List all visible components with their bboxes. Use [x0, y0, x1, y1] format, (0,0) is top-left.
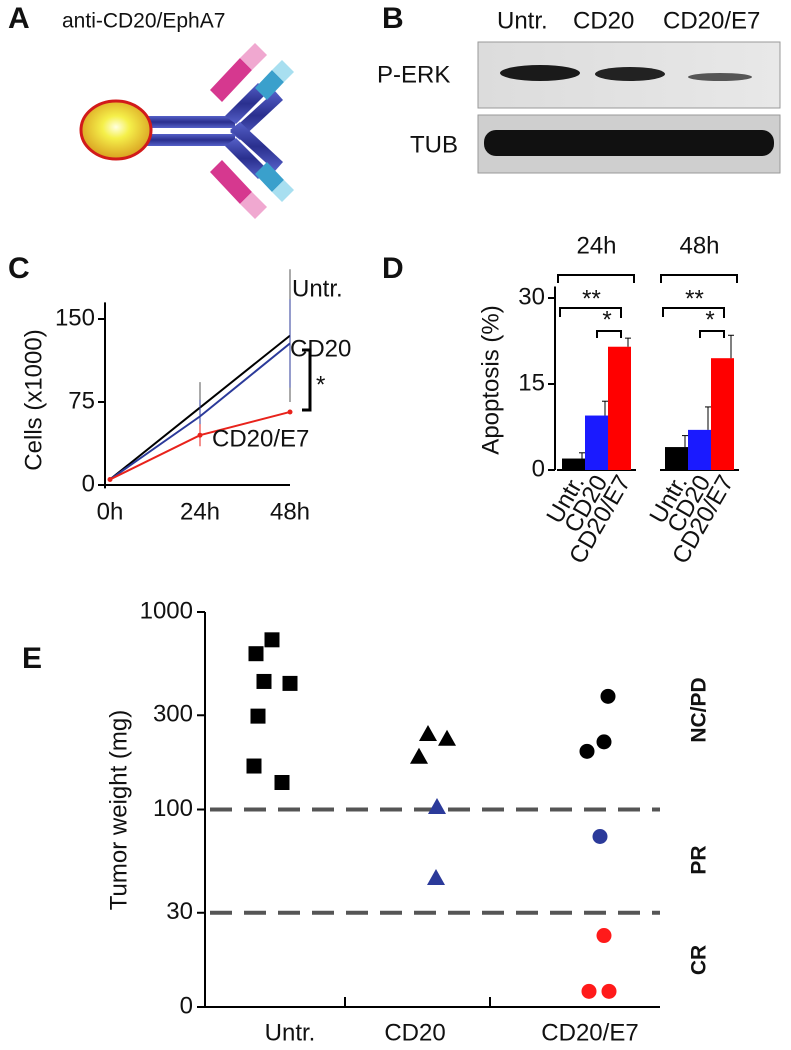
point [256, 673, 272, 689]
y-tick-label: 1000 [140, 597, 193, 624]
point [419, 725, 437, 742]
point [282, 675, 298, 691]
blot-column: CD20 [573, 7, 634, 34]
significance-label: * [705, 306, 714, 333]
bar [562, 458, 585, 470]
series-label: Untr. [292, 275, 343, 302]
x-tick-label: 24h [180, 498, 220, 525]
panel-label: C [8, 252, 30, 285]
y-axis-label: Apoptosis (%) [477, 305, 504, 454]
panel-label: A [8, 2, 30, 35]
significance-bracket [662, 307, 725, 318]
series-label: CD20 [290, 335, 351, 362]
point [274, 774, 290, 790]
significance-bracket [699, 330, 725, 338]
point [250, 708, 266, 724]
point [601, 983, 617, 999]
x-tick-label: 0h [97, 498, 124, 525]
blot-column: CD20/E7 [663, 7, 760, 34]
point [246, 758, 262, 774]
x-tick-label: CD20/E7 [541, 1019, 638, 1046]
significance-label: ** [685, 285, 704, 312]
x-tick-label: CD20 [384, 1019, 445, 1046]
antibody-diagram [79, 43, 294, 219]
panel-label: D [382, 252, 404, 285]
antibody-title: anti-CD20/EphA7 [62, 10, 225, 33]
x-tick-label: 48h [270, 498, 310, 525]
y-tick-label: 30 [518, 283, 545, 310]
zone-label: CR [688, 945, 711, 975]
point [438, 729, 456, 746]
bar [688, 429, 711, 470]
blot-row: P-ERK [377, 61, 450, 88]
y-tick-label: 100 [153, 795, 193, 822]
panel-label: B [382, 2, 404, 35]
bar [585, 415, 608, 470]
point [428, 797, 446, 814]
point [107, 476, 113, 482]
y-tick-label: 150 [55, 304, 95, 331]
y-tick-label: 0 [82, 470, 95, 497]
point [197, 432, 203, 438]
series-label: CD20/E7 [212, 425, 309, 452]
y-tick-label: 15 [518, 369, 545, 396]
significance-bracket [302, 348, 312, 412]
group-bracket [557, 274, 635, 283]
significance-label: * [602, 306, 611, 333]
blot-image [477, 41, 781, 174]
bar [711, 358, 734, 470]
point [248, 646, 264, 662]
blot-row: TUB [410, 131, 458, 158]
point [579, 743, 595, 759]
point [600, 688, 616, 704]
y-tick-label: 75 [68, 387, 95, 414]
point [581, 983, 597, 999]
y-tick-label: 0 [180, 992, 193, 1019]
y-axis-label: Cells (x1000) [20, 329, 47, 470]
significance-bracket [596, 330, 622, 338]
blot-column: Untr. [497, 7, 548, 34]
group-label: 24h [576, 232, 616, 259]
group-label: 48h [679, 232, 719, 259]
panel-label: E [22, 642, 42, 675]
point [427, 868, 445, 885]
significance-label: ** [582, 285, 601, 312]
bar [665, 447, 688, 470]
point [596, 928, 612, 944]
zone-label: PR [688, 845, 711, 874]
y-tick-label: 30 [166, 898, 193, 925]
point [264, 632, 280, 648]
x-tick-label: Untr. [265, 1019, 316, 1046]
zone-label: NC/PD [688, 677, 711, 742]
point [287, 409, 293, 415]
point [596, 734, 612, 750]
point [410, 747, 428, 764]
y-axis-label: Tumor weight (mg) [105, 710, 132, 910]
significance-label: * [316, 371, 325, 398]
point [592, 828, 608, 844]
y-tick-label: 0 [532, 455, 545, 482]
bar [608, 346, 631, 470]
significance-bracket [559, 307, 622, 318]
group-bracket [660, 274, 738, 283]
y-tick-label: 300 [153, 701, 193, 728]
